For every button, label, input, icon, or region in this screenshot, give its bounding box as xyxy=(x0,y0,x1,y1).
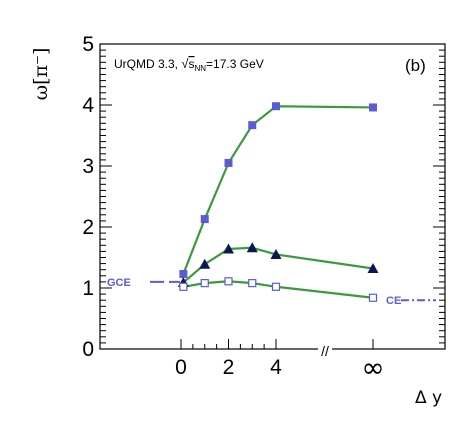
open-square-marker xyxy=(368,293,378,302)
y-tick-label: 5 xyxy=(82,33,94,56)
filled-square-marker xyxy=(369,103,377,112)
open-square-marker xyxy=(248,279,257,288)
series-line-1 xyxy=(182,105,374,275)
panel-label: (b) xyxy=(405,56,426,75)
y-tick-label: 0 xyxy=(82,338,94,361)
filled-square-marker xyxy=(224,158,233,167)
open-square-marker xyxy=(179,282,188,291)
chart-text: 0 1 2 3 4 5 0 2 4 ∞ // GCE CE ω[π⁻] Δ y UrQMD 3.3, √sNN… xyxy=(30,33,442,408)
x-axis-label: Δ y xyxy=(415,388,442,408)
x-tick-label-infinity: ∞ xyxy=(361,351,384,384)
axes xyxy=(99,43,446,352)
triangle-marker xyxy=(199,258,211,269)
y-axis-label: ω[π⁻] xyxy=(30,48,52,101)
axis-break-label: // xyxy=(321,343,329,359)
open-square-marker xyxy=(271,282,281,291)
x-tick-label: 2 xyxy=(223,356,235,379)
open-square-marker xyxy=(200,279,209,288)
x-tick-label: 4 xyxy=(270,356,282,379)
filled-square-marker xyxy=(248,121,257,130)
filled-square-marker xyxy=(179,269,188,278)
open-square-marker xyxy=(224,277,233,286)
data-markers xyxy=(177,102,379,302)
x-tick-label: 0 xyxy=(175,356,187,379)
filled-square-marker xyxy=(272,102,280,111)
y-tick-label: 4 xyxy=(82,94,94,117)
filled-square-marker xyxy=(200,215,209,224)
gce-label: GCE xyxy=(107,277,131,289)
axis-break-gap xyxy=(318,346,332,352)
triangle-marker xyxy=(367,262,379,273)
y-tick-label: 1 xyxy=(82,277,94,300)
reference-lines xyxy=(150,280,436,302)
model-label: UrQMD 3.3, √sNN=17.3 GeV xyxy=(114,56,264,73)
triangle-marker xyxy=(270,248,282,259)
triangle-marker xyxy=(223,243,234,254)
ce-label: CE xyxy=(386,295,401,307)
y-tick-label: 2 xyxy=(82,216,94,239)
series-lines xyxy=(182,105,374,299)
triangle-marker xyxy=(246,242,258,253)
y-tick-label: 3 xyxy=(82,155,94,178)
